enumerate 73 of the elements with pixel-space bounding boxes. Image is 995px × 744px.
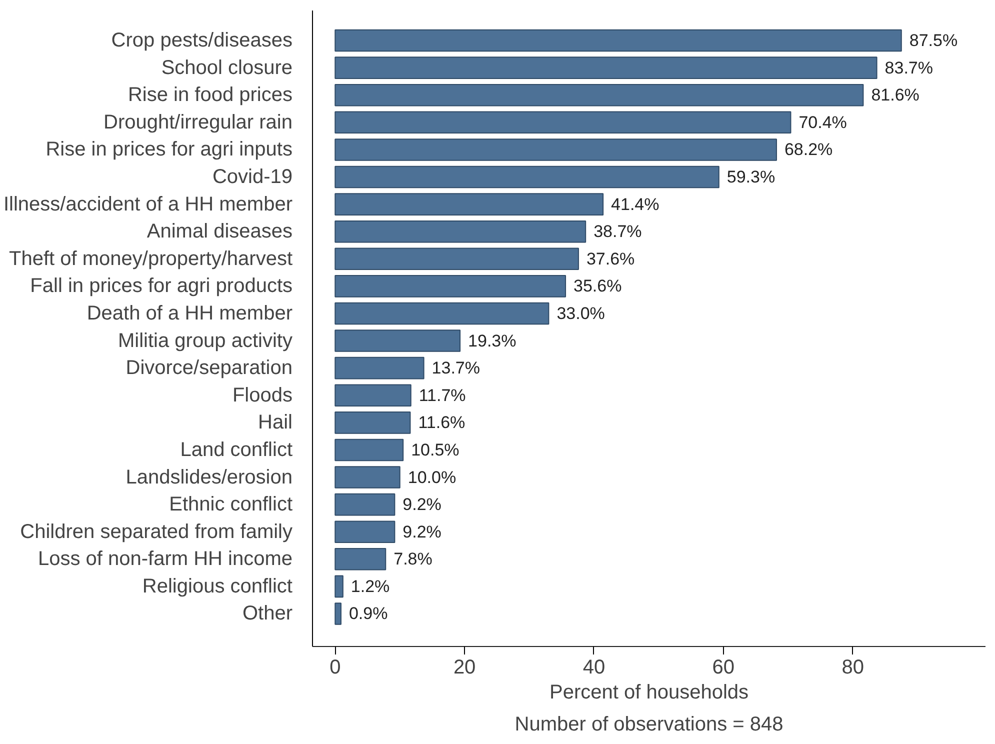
data-label: 0.9% <box>348 604 388 624</box>
data-label: 38.7% <box>594 222 642 242</box>
x-axis-title: Percent of households <box>549 682 749 704</box>
y-tick-label: Fall in prices for agri products <box>30 275 293 298</box>
y-tick-label: Hail <box>258 412 292 434</box>
y-tick-label: Theft of money/property/harvest <box>9 248 293 270</box>
data-label: 13.7% <box>432 358 480 378</box>
bar <box>334 111 792 134</box>
y-tick-label: Death of a HH member <box>86 302 293 324</box>
y-tick-label: Ethnic conflict <box>169 494 293 516</box>
x-tick-label: 0 <box>330 656 341 678</box>
text: Number of observations = 848 <box>514 714 784 736</box>
y-tick-label: Floods <box>232 384 292 406</box>
bar <box>334 138 777 161</box>
y-tick-label: Divorce/separation <box>126 357 292 380</box>
data-label: 9.2% <box>402 522 442 542</box>
bar <box>334 602 342 625</box>
x-tick-label: 40 <box>582 656 606 678</box>
data-label: 9.2% <box>402 495 442 514</box>
bar <box>334 575 344 598</box>
data-label: 19.3% <box>468 331 516 350</box>
data-label: 10.0% <box>408 468 456 487</box>
bar <box>334 56 878 79</box>
x-tick-label: 20 <box>453 656 476 678</box>
y-tick-label: Land conflict <box>180 438 293 461</box>
bar <box>334 248 579 270</box>
data-label: 41.4% <box>611 194 660 214</box>
data-label: 83.7% <box>884 58 933 78</box>
data-label: 33.0% <box>556 304 605 323</box>
x-tick-label: 80 <box>842 656 864 678</box>
data-label: 35.6% <box>574 276 622 296</box>
data-label: 81.6% <box>871 86 920 105</box>
y-tick-label: Rise in prices for agri inputs <box>46 138 293 161</box>
bar <box>334 412 411 434</box>
data-label: 87.5% <box>909 31 958 50</box>
data-label: 68.2% <box>784 140 833 160</box>
bar <box>334 193 604 216</box>
y-tick-label: Children separated from family <box>20 520 293 543</box>
data-label: 70.4% <box>798 112 847 132</box>
bar <box>334 438 404 462</box>
bar <box>334 520 396 543</box>
x-tick-label: 60 <box>712 656 735 678</box>
bar <box>334 384 412 407</box>
y-tick-label: Crop pests/diseases <box>111 30 292 52</box>
data-label: 37.6% <box>586 249 635 268</box>
data-label: 59.3% <box>726 168 776 187</box>
y-tick-label: School closure <box>161 56 293 79</box>
data-label: 1.2% <box>350 576 390 596</box>
y-tick-label: Drought/irregular rain <box>104 111 293 134</box>
data-label: 7.8% <box>394 550 432 569</box>
y-tick-label: Landslides/erosion <box>126 466 293 488</box>
bar <box>334 356 424 380</box>
y-tick-label: Militia group activity <box>118 330 293 352</box>
bar <box>334 493 396 516</box>
bar <box>334 548 386 570</box>
bar <box>334 29 902 52</box>
bar <box>334 466 400 488</box>
y-tick-label: Rise in food prices <box>128 84 293 106</box>
bar <box>334 220 586 243</box>
data-label: 10.5% <box>411 440 460 460</box>
y-tick-label: Other <box>242 602 293 625</box>
y-tick-label: Religious conflict <box>142 575 293 598</box>
bar <box>334 84 864 106</box>
data-label: 11.6% <box>418 413 466 432</box>
y-tick-label: Covid-19 <box>212 166 293 188</box>
y-tick-label: Loss of non-farm HH income <box>38 548 293 570</box>
data-label: 11.7% <box>418 386 466 405</box>
bar <box>334 166 720 188</box>
y-tick-label: Animal diseases <box>146 220 292 243</box>
bar <box>334 302 550 325</box>
bar <box>334 330 461 352</box>
bar <box>334 275 566 298</box>
y-tick-label: Illness/accident of a HH member <box>3 193 293 216</box>
